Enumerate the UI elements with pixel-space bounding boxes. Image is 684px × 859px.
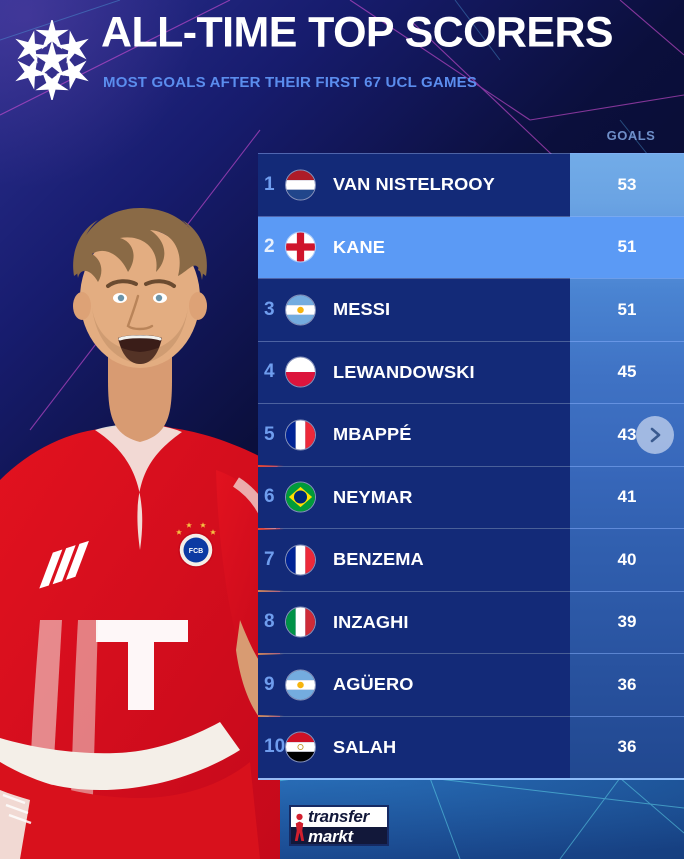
svg-text:FCB: FCB [189, 548, 203, 555]
